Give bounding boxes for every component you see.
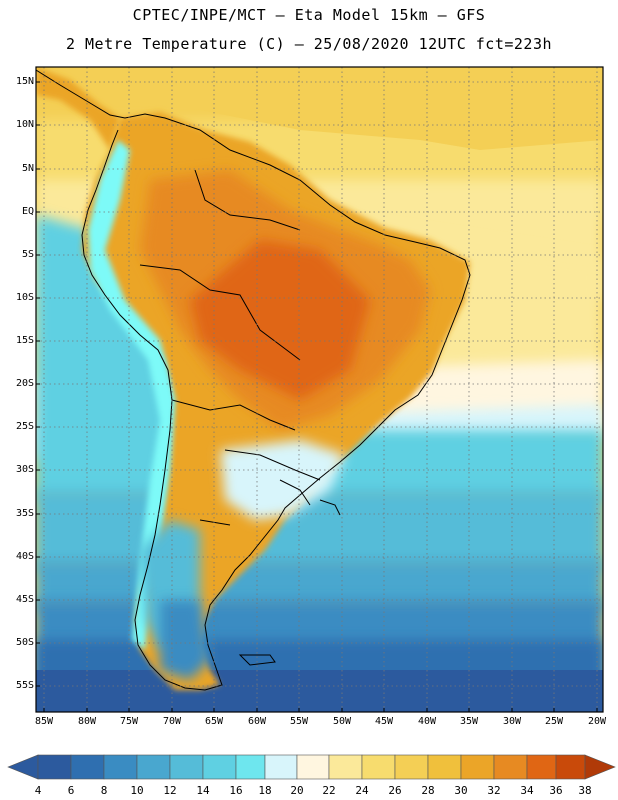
colorbar-cell xyxy=(460,754,495,780)
lat-tick-label: 45S xyxy=(15,594,34,605)
lat-tick-label: 25S xyxy=(15,421,34,432)
colorbar-cell xyxy=(235,754,266,780)
colorbar-cell xyxy=(427,754,462,780)
lon-tick-label: 70W xyxy=(162,716,182,727)
colorbar-tick-label: 20 xyxy=(290,784,304,797)
colorbar-tick-label: 6 xyxy=(67,784,75,797)
lon-tick-label: 60W xyxy=(247,716,267,727)
colorbar-cell xyxy=(70,754,105,780)
colorbar xyxy=(7,754,616,780)
lon-tick-label: 25W xyxy=(544,716,564,727)
colorbar-cell xyxy=(37,754,72,780)
colorbar-left-arrow xyxy=(7,754,39,780)
lat-tick-label: 15N xyxy=(15,76,34,87)
map-frame xyxy=(35,66,604,713)
colorbar-tick-label: 12 xyxy=(163,784,177,797)
lon-tick-label: 55W xyxy=(289,716,309,727)
map-title-line2: 2 Metre Temperature (C) – 25/08/2020 12U… xyxy=(65,35,553,53)
colorbar-tick-label: 36 xyxy=(549,784,563,797)
lat-tick-label: 10S xyxy=(15,292,34,303)
lon-tick-label: 20W xyxy=(587,716,607,727)
colorbar-cell xyxy=(555,754,586,780)
colorbar-tick-label: 24 xyxy=(355,784,369,797)
lon-tick-label: 40W xyxy=(417,716,437,727)
lat-tick-label: 50S xyxy=(15,637,34,648)
colorbar-tick-label: 34 xyxy=(520,784,534,797)
colorbar-tick-label: 14 xyxy=(196,784,210,797)
colorbar-tick-label: 18 xyxy=(258,784,272,797)
colorbar-tick-label: 16 xyxy=(229,784,243,797)
lon-tick-label: 35W xyxy=(459,716,479,727)
lon-tick-label: 30W xyxy=(502,716,522,727)
lat-tick-label: 40S xyxy=(15,551,34,562)
colorbar-cell xyxy=(526,754,557,780)
lat-tick-label: 5N xyxy=(21,163,34,174)
map-title-line1: CPTEC/INPE/MCT – Eta Model 15km – GFS xyxy=(132,6,486,24)
colorbar-cell xyxy=(493,754,528,780)
colorbar-tick-label: 28 xyxy=(421,784,435,797)
lon-tick-label: 85W xyxy=(34,716,54,727)
colorbar-tick-label: 30 xyxy=(454,784,468,797)
lat-tick-label: 10N xyxy=(15,119,34,130)
colorbar-tick-label: 32 xyxy=(487,784,501,797)
temperature-field xyxy=(36,67,603,712)
lon-tick-label: 80W xyxy=(77,716,97,727)
colorbar-tick-label: 10 xyxy=(130,784,144,797)
lat-tick-label: 15S xyxy=(15,335,34,346)
graticule xyxy=(36,67,603,712)
colorbar-cell xyxy=(328,754,363,780)
lat-tick-label: 20S xyxy=(15,378,34,389)
colorbar-cell xyxy=(136,754,171,780)
colorbar-right-arrow xyxy=(584,754,616,780)
colorbar-cell xyxy=(202,754,237,780)
lat-tick-label: EQ xyxy=(21,206,34,217)
lon-tick-label: 50W xyxy=(332,716,352,727)
colorbar-cell xyxy=(264,754,298,780)
lon-tick-label: 75W xyxy=(119,716,139,727)
colorbar-cell xyxy=(394,754,429,780)
axis-ticks xyxy=(36,81,598,712)
colorbar-cell xyxy=(169,754,204,780)
lon-tick-label: 65W xyxy=(204,716,224,727)
lon-tick-label: 45W xyxy=(374,716,394,727)
colorbar-tick-label: 8 xyxy=(100,784,108,797)
colorbar-tick-label: 26 xyxy=(388,784,402,797)
colorbar-cell xyxy=(296,754,330,780)
lat-tick-label: 5S xyxy=(21,249,34,260)
lat-tick-label: 35S xyxy=(15,508,34,519)
colorbar-tick-label: 4 xyxy=(34,784,42,797)
colorbar-tick-label: 22 xyxy=(322,784,336,797)
colorbar-tick-label: 38 xyxy=(578,784,592,797)
colorbar-cell xyxy=(361,754,396,780)
lat-tick-label: 55S xyxy=(15,680,34,691)
lat-tick-label: 30S xyxy=(15,464,34,475)
colorbar-cell xyxy=(103,754,138,780)
coastline-outline xyxy=(36,69,471,691)
